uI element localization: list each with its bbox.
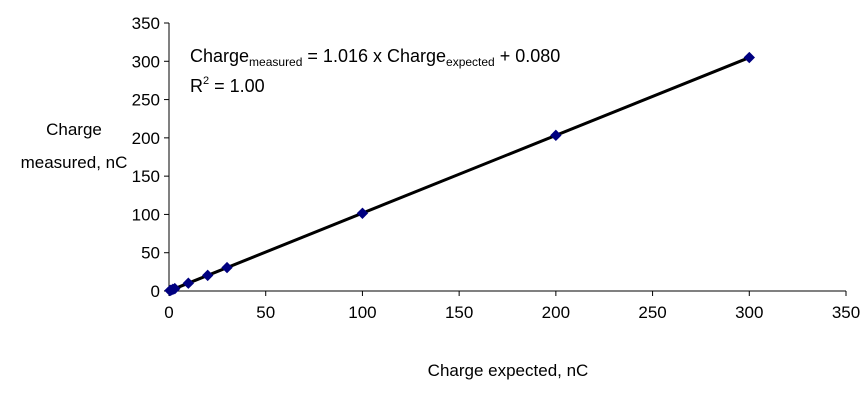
data-point <box>550 129 562 142</box>
r-squared-annotation: R2 = 1.00 <box>190 75 265 96</box>
y-tick-label: 250 <box>132 91 160 110</box>
data-point <box>221 261 233 274</box>
data-points <box>164 51 755 297</box>
x-tick-label: 100 <box>348 303 376 322</box>
y-tick-label: 0 <box>151 282 160 301</box>
y-axis-label: Charge measured, nC <box>21 120 128 172</box>
x-tick-label: 50 <box>256 303 275 322</box>
trendline-group <box>168 56 750 293</box>
y-tick-label: 50 <box>141 244 160 263</box>
y-tick-label: 150 <box>132 167 160 186</box>
equation-annotation: Chargemeasured = 1.016 x Chargeexpected … <box>190 46 560 69</box>
y-tick-label: 100 <box>132 205 160 224</box>
x-axis-label: Charge expected, nC <box>428 361 589 380</box>
x-tick-label: 200 <box>542 303 570 322</box>
y-tick-label: 350 <box>132 14 160 33</box>
axes: 0 50 100 150 200 250 300 350 0 50 100 150 200 250 300 3… <box>132 14 861 322</box>
data-point <box>201 269 214 282</box>
x-tick-label: 250 <box>638 303 666 322</box>
x-tick-label: 150 <box>445 303 473 322</box>
x-tick-label: 0 <box>164 303 173 322</box>
data-point <box>169 282 181 295</box>
y-tick-label: 200 <box>132 129 160 148</box>
trendline <box>168 56 750 293</box>
y-tick-label: 300 <box>132 52 160 71</box>
data-point <box>356 207 369 219</box>
data-point <box>182 277 195 289</box>
x-tick-label: 350 <box>832 303 860 322</box>
x-tick-label: 300 <box>735 303 763 322</box>
data-point <box>743 51 755 64</box>
